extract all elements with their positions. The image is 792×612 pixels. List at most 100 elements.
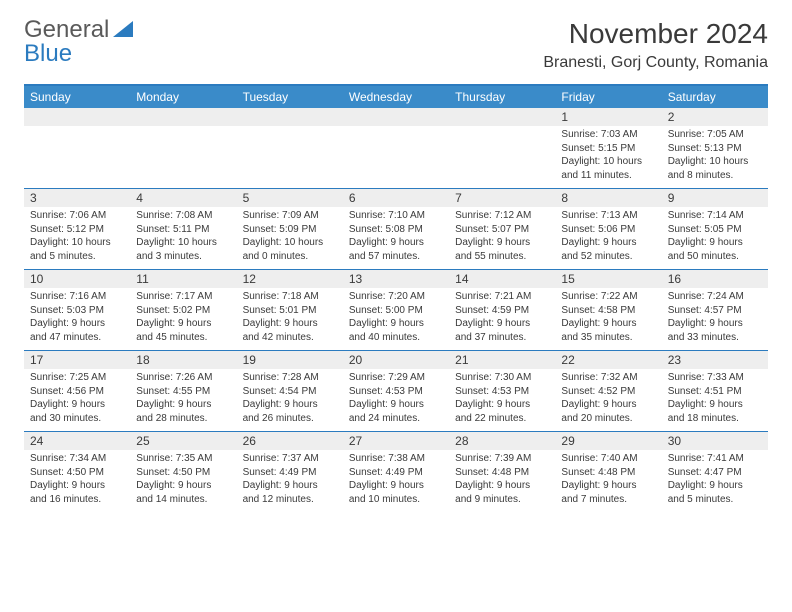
daylight-text: Daylight: 9 hours and 9 minutes. [455,479,549,506]
day-body: Sunrise: 7:37 AMSunset: 4:49 PMDaylight:… [237,450,343,512]
day-num: 22 [555,351,661,369]
day-num: 27 [343,432,449,450]
sunrise-text: Sunrise: 7:25 AM [30,371,124,385]
sunrise-text: Sunrise: 7:28 AM [243,371,337,385]
day-num-row: 12 [24,108,768,126]
sunset-text: Sunset: 4:57 PM [668,304,762,318]
day-num: 28 [449,432,555,450]
day-num [237,108,343,126]
sunset-text: Sunset: 5:01 PM [243,304,337,318]
sunrise-text: Sunrise: 7:40 AM [561,452,655,466]
day-num: 10 [24,270,130,288]
day-body [343,126,449,188]
daylight-text: Daylight: 9 hours and 40 minutes. [349,317,443,344]
day-num: 13 [343,270,449,288]
logo: General Blue [24,18,133,66]
sunset-text: Sunset: 4:51 PM [668,385,762,399]
day-body: Sunrise: 7:06 AMSunset: 5:12 PMDaylight:… [24,207,130,269]
daylight-text: Daylight: 9 hours and 16 minutes. [30,479,124,506]
day-header-cell: Thursday [449,86,555,108]
day-body: Sunrise: 7:21 AMSunset: 4:59 PMDaylight:… [449,288,555,350]
sunset-text: Sunset: 4:54 PM [243,385,337,399]
sunset-text: Sunset: 4:52 PM [561,385,655,399]
daylight-text: Daylight: 9 hours and 37 minutes. [455,317,549,344]
sunrise-text: Sunrise: 7:13 AM [561,209,655,223]
sunrise-text: Sunrise: 7:30 AM [455,371,549,385]
daylight-text: Daylight: 10 hours and 5 minutes. [30,236,124,263]
day-num: 3 [24,189,130,207]
sunrise-text: Sunrise: 7:05 AM [668,128,762,142]
daylight-text: Daylight: 9 hours and 50 minutes. [668,236,762,263]
day-num [343,108,449,126]
day-body: Sunrise: 7:05 AMSunset: 5:13 PMDaylight:… [662,126,768,188]
sunset-text: Sunset: 4:47 PM [668,466,762,480]
sunrise-text: Sunrise: 7:14 AM [668,209,762,223]
sunset-text: Sunset: 5:03 PM [30,304,124,318]
day-body [449,126,555,188]
sunrise-text: Sunrise: 7:38 AM [349,452,443,466]
day-body: Sunrise: 7:13 AMSunset: 5:06 PMDaylight:… [555,207,661,269]
daylight-text: Daylight: 9 hours and 30 minutes. [30,398,124,425]
sunset-text: Sunset: 4:56 PM [30,385,124,399]
sunset-text: Sunset: 5:07 PM [455,223,549,237]
daylight-text: Daylight: 10 hours and 8 minutes. [668,155,762,182]
header: General Blue November 2024 Branesti, Gor… [24,18,768,72]
sunset-text: Sunset: 5:15 PM [561,142,655,156]
day-body: Sunrise: 7:30 AMSunset: 4:53 PMDaylight:… [449,369,555,431]
sunrise-text: Sunrise: 7:21 AM [455,290,549,304]
sunset-text: Sunset: 5:00 PM [349,304,443,318]
day-body: Sunrise: 7:03 AMSunset: 5:15 PMDaylight:… [555,126,661,188]
daylight-text: Daylight: 9 hours and 35 minutes. [561,317,655,344]
day-body: Sunrise: 7:16 AMSunset: 5:03 PMDaylight:… [24,288,130,350]
sunrise-text: Sunrise: 7:37 AM [243,452,337,466]
day-body-row: Sunrise: 7:06 AMSunset: 5:12 PMDaylight:… [24,207,768,269]
sunrise-text: Sunrise: 7:03 AM [561,128,655,142]
title-block: November 2024 Branesti, Gorj County, Rom… [543,18,768,72]
day-body: Sunrise: 7:18 AMSunset: 5:01 PMDaylight:… [237,288,343,350]
day-header-cell: Tuesday [237,86,343,108]
sunset-text: Sunset: 4:59 PM [455,304,549,318]
day-num: 30 [662,432,768,450]
sunset-text: Sunset: 4:48 PM [561,466,655,480]
day-num: 21 [449,351,555,369]
day-body: Sunrise: 7:14 AMSunset: 5:05 PMDaylight:… [662,207,768,269]
day-num: 8 [555,189,661,207]
day-num: 11 [130,270,236,288]
daylight-text: Daylight: 9 hours and 57 minutes. [349,236,443,263]
day-body: Sunrise: 7:24 AMSunset: 4:57 PMDaylight:… [662,288,768,350]
daylight-text: Daylight: 9 hours and 20 minutes. [561,398,655,425]
sunrise-text: Sunrise: 7:41 AM [668,452,762,466]
weeks-container: 12Sunrise: 7:03 AMSunset: 5:15 PMDayligh… [24,108,768,512]
sunrise-text: Sunrise: 7:34 AM [30,452,124,466]
day-body: Sunrise: 7:17 AMSunset: 5:02 PMDaylight:… [130,288,236,350]
calendar: Sunday Monday Tuesday Wednesday Thursday… [24,84,768,512]
daylight-text: Daylight: 9 hours and 26 minutes. [243,398,337,425]
sunset-text: Sunset: 5:05 PM [668,223,762,237]
sunset-text: Sunset: 4:58 PM [561,304,655,318]
daylight-text: Daylight: 9 hours and 52 minutes. [561,236,655,263]
day-body: Sunrise: 7:25 AMSunset: 4:56 PMDaylight:… [24,369,130,431]
daylight-text: Daylight: 9 hours and 33 minutes. [668,317,762,344]
day-body [24,126,130,188]
daylight-text: Daylight: 9 hours and 7 minutes. [561,479,655,506]
daylight-text: Daylight: 9 hours and 18 minutes. [668,398,762,425]
day-num [449,108,555,126]
daylight-text: Daylight: 10 hours and 0 minutes. [243,236,337,263]
day-body: Sunrise: 7:38 AMSunset: 4:49 PMDaylight:… [343,450,449,512]
sunset-text: Sunset: 5:11 PM [136,223,230,237]
sunset-text: Sunset: 4:53 PM [455,385,549,399]
day-num [130,108,236,126]
triangle-icon [113,21,133,37]
day-body-row: Sunrise: 7:16 AMSunset: 5:03 PMDaylight:… [24,288,768,350]
sunset-text: Sunset: 4:50 PM [30,466,124,480]
day-num: 9 [662,189,768,207]
sunrise-text: Sunrise: 7:32 AM [561,371,655,385]
daylight-text: Daylight: 9 hours and 10 minutes. [349,479,443,506]
logo-text-blue: Blue [24,42,133,66]
day-num: 14 [449,270,555,288]
day-header-cell: Friday [555,86,661,108]
day-num: 16 [662,270,768,288]
daylight-text: Daylight: 9 hours and 24 minutes. [349,398,443,425]
day-num: 15 [555,270,661,288]
sunrise-text: Sunrise: 7:18 AM [243,290,337,304]
